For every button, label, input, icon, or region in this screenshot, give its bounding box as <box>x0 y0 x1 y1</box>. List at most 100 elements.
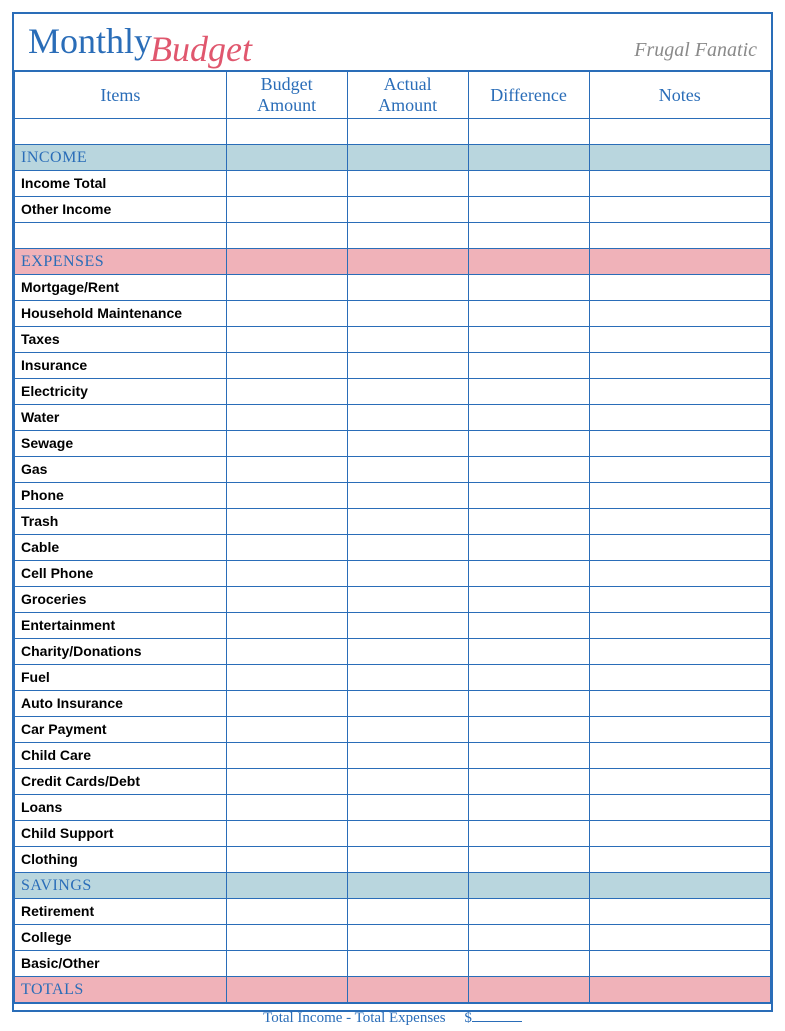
cell-input[interactable] <box>468 327 589 353</box>
cell-input[interactable] <box>468 821 589 847</box>
cell-empty[interactable] <box>589 119 770 145</box>
cell-input[interactable] <box>589 743 770 769</box>
cell-input[interactable] <box>347 717 468 743</box>
cell-input[interactable] <box>347 899 468 925</box>
cell-input[interactable] <box>589 171 770 197</box>
cell-input[interactable] <box>468 405 589 431</box>
cell-input[interactable] <box>468 171 589 197</box>
cell-input[interactable] <box>226 899 347 925</box>
cell-input[interactable] <box>226 925 347 951</box>
cell-input[interactable] <box>468 587 589 613</box>
cell-input[interactable] <box>468 951 589 977</box>
cell-input[interactable] <box>347 639 468 665</box>
cell-input[interactable] <box>468 509 589 535</box>
cell-input[interactable] <box>589 769 770 795</box>
cell-input[interactable] <box>226 379 347 405</box>
cell-input[interactable] <box>226 561 347 587</box>
cell-input[interactable] <box>226 431 347 457</box>
cell-input[interactable] <box>347 275 468 301</box>
cell-input[interactable] <box>226 847 347 873</box>
cell-input[interactable] <box>347 301 468 327</box>
cell-input[interactable] <box>468 639 589 665</box>
cell-empty[interactable] <box>468 119 589 145</box>
cell-input[interactable] <box>589 613 770 639</box>
cell-input[interactable] <box>226 405 347 431</box>
cell-input[interactable] <box>468 379 589 405</box>
cell-input[interactable] <box>347 613 468 639</box>
cell-input[interactable] <box>589 197 770 223</box>
cell-input[interactable] <box>347 665 468 691</box>
cell-input[interactable] <box>468 717 589 743</box>
cell-input[interactable] <box>589 587 770 613</box>
cell-input[interactable] <box>589 379 770 405</box>
cell-input[interactable] <box>226 665 347 691</box>
cell-input[interactable] <box>468 483 589 509</box>
cell-input[interactable] <box>347 457 468 483</box>
cell-input[interactable] <box>589 665 770 691</box>
cell-input[interactable] <box>468 301 589 327</box>
cell-input[interactable] <box>347 405 468 431</box>
cell-input[interactable] <box>468 353 589 379</box>
cell-input[interactable] <box>589 691 770 717</box>
cell-input[interactable] <box>347 821 468 847</box>
cell-input[interactable] <box>468 899 589 925</box>
cell-input[interactable] <box>347 951 468 977</box>
cell-input[interactable] <box>468 691 589 717</box>
cell-input[interactable] <box>226 639 347 665</box>
cell-input[interactable] <box>226 535 347 561</box>
cell-input[interactable] <box>468 457 589 483</box>
cell-input[interactable] <box>226 327 347 353</box>
cell-input[interactable] <box>468 847 589 873</box>
cell-input[interactable] <box>347 379 468 405</box>
cell-input[interactable] <box>589 535 770 561</box>
cell-input[interactable] <box>226 223 347 249</box>
cell-input[interactable] <box>468 197 589 223</box>
cell-input[interactable] <box>226 795 347 821</box>
cell-empty[interactable] <box>347 119 468 145</box>
cell-input[interactable] <box>589 405 770 431</box>
cell-input[interactable] <box>347 431 468 457</box>
cell-input[interactable] <box>347 483 468 509</box>
cell-input[interactable] <box>589 431 770 457</box>
cell-input[interactable] <box>226 197 347 223</box>
cell-input[interactable] <box>589 951 770 977</box>
cell-input[interactable] <box>226 587 347 613</box>
cell-input[interactable] <box>226 717 347 743</box>
cell-input[interactable] <box>468 665 589 691</box>
cell-input[interactable] <box>347 691 468 717</box>
cell-input[interactable] <box>589 795 770 821</box>
cell-input[interactable] <box>589 899 770 925</box>
cell-input[interactable] <box>347 587 468 613</box>
cell-input[interactable] <box>226 769 347 795</box>
cell-input[interactable] <box>468 769 589 795</box>
cell-input[interactable] <box>589 353 770 379</box>
cell-input[interactable] <box>347 535 468 561</box>
cell-input[interactable] <box>468 561 589 587</box>
cell-input[interactable] <box>226 275 347 301</box>
cell-input[interactable] <box>589 717 770 743</box>
cell-input[interactable] <box>347 769 468 795</box>
cell-input[interactable] <box>589 223 770 249</box>
cell-input[interactable] <box>226 951 347 977</box>
cell-input[interactable] <box>589 639 770 665</box>
cell-input[interactable] <box>226 483 347 509</box>
cell-input[interactable] <box>589 847 770 873</box>
cell-input[interactable] <box>589 301 770 327</box>
cell-input[interactable] <box>468 925 589 951</box>
cell-empty[interactable] <box>226 119 347 145</box>
cell-input[interactable] <box>226 821 347 847</box>
cell-input[interactable] <box>347 223 468 249</box>
cell-input[interactable] <box>468 613 589 639</box>
cell-input[interactable] <box>589 275 770 301</box>
cell-input[interactable] <box>226 301 347 327</box>
cell-input[interactable] <box>347 171 468 197</box>
cell-input[interactable] <box>589 327 770 353</box>
cell-input[interactable] <box>589 821 770 847</box>
cell-input[interactable] <box>226 743 347 769</box>
cell-input[interactable] <box>589 925 770 951</box>
cell-input[interactable] <box>347 847 468 873</box>
cell-input[interactable] <box>589 457 770 483</box>
cell-input[interactable] <box>347 197 468 223</box>
cell-input[interactable] <box>468 535 589 561</box>
cell-input[interactable] <box>347 795 468 821</box>
